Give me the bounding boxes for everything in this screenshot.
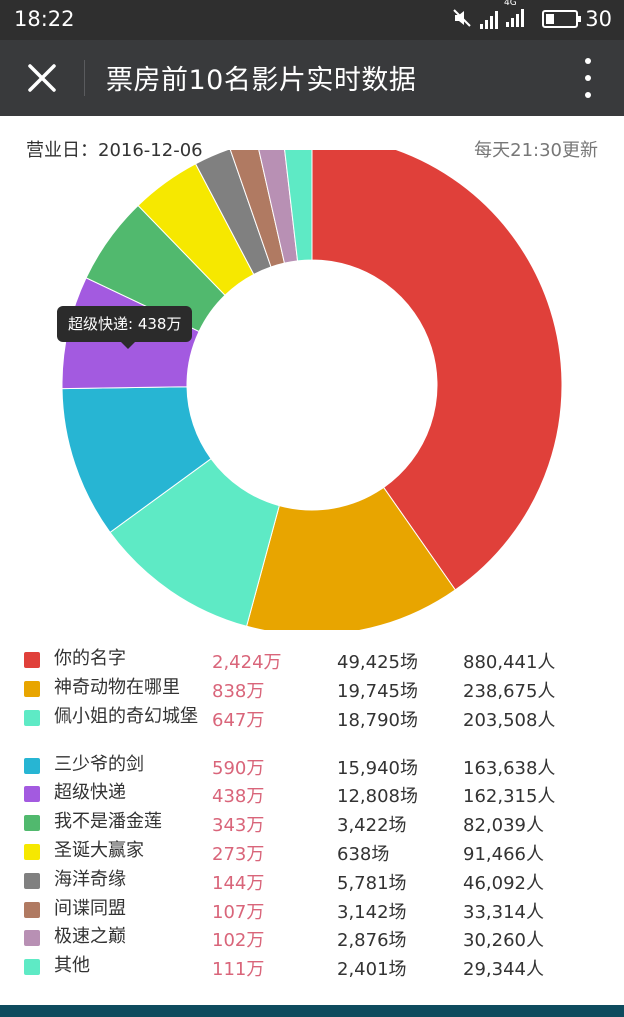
- table-row: 海洋奇缘 144万 5,781场 46,092人: [0, 867, 624, 896]
- header-row: 营业日：2016-12-06 每天21:30更新: [0, 116, 624, 161]
- legend-swatch: [24, 901, 40, 918]
- battery-icon: [542, 10, 581, 28]
- audience-count: 46,092人: [463, 872, 544, 894]
- table-row: 佩小姐的奇幻城堡 647万 18,790场 203,508人: [0, 704, 624, 752]
- movie-name: 佩小姐的奇幻城堡: [54, 705, 198, 727]
- legend-swatch: [24, 815, 40, 832]
- donut-slice-2[interactable]: [245, 486, 456, 630]
- table-row: 其他 111万 2,401场 29,344人: [0, 953, 624, 982]
- business-date: 营业日：2016-12-06: [26, 140, 203, 161]
- movie-name: 超级快递: [54, 782, 126, 804]
- box-office: 144万: [212, 872, 265, 894]
- box-office: 2,424万: [212, 652, 282, 673]
- show-count: 3,422场: [337, 815, 407, 837]
- signal-4g-icon: 4G: [504, 0, 524, 32]
- donut-slice-11[interactable]: [283, 150, 313, 262]
- legend-swatch: [24, 786, 40, 803]
- legend-swatch: [24, 959, 40, 976]
- box-office: 273万: [212, 843, 265, 865]
- show-count: 18,790场: [337, 709, 418, 731]
- movie-name: 圣诞大赢家: [54, 839, 144, 861]
- box-office: 590万: [212, 757, 265, 779]
- title-divider: [84, 60, 85, 96]
- legend-swatch: [24, 680, 40, 697]
- table-row: 你的名字 2,424万 49,425场 880,441人: [0, 646, 624, 675]
- legend-swatch: [24, 652, 40, 668]
- chart-tooltip: 超级快递: 438万: [57, 306, 193, 349]
- movie-name: 极速之巅: [54, 926, 126, 948]
- audience-count: 91,466人: [463, 843, 544, 865]
- box-office: 102万: [212, 930, 265, 952]
- bottom-bar: [0, 1005, 624, 1017]
- show-count: 3,142场: [337, 901, 407, 923]
- box-office: 647万: [212, 709, 265, 731]
- audience-count: 30,260人: [463, 930, 544, 952]
- movie-name: 你的名字: [54, 648, 126, 669]
- legend-swatch: [24, 930, 40, 947]
- show-count: 2,401场: [337, 959, 407, 981]
- show-count: 15,940场: [337, 757, 418, 779]
- status-icons: 4G: [452, 0, 524, 33]
- movie-name: 间谍同盟: [54, 897, 126, 919]
- table-row: 极速之巅 102万 2,876场 30,260人: [0, 924, 624, 953]
- table-row: 神奇动物在哪里 838万 19,745场 238,675人: [0, 675, 624, 704]
- box-office: 343万: [212, 815, 265, 837]
- box-office: 438万: [212, 786, 265, 808]
- mute-icon: [452, 8, 472, 33]
- close-icon: [28, 64, 56, 92]
- audience-count: 163,638人: [463, 757, 556, 779]
- box-office: 111万: [212, 959, 265, 981]
- table-row: 间谍同盟 107万 3,142场 33,314人: [0, 896, 624, 925]
- movie-name: 神奇动物在哪里: [54, 676, 180, 698]
- legend-swatch: [24, 872, 40, 889]
- page-title: 票房前10名影片实时数据: [106, 65, 417, 96]
- box-office-table: 你的名字 2,424万 49,425场 880,441人神奇动物在哪里 838万 19,7…: [0, 646, 624, 982]
- more-menu-button[interactable]: [578, 58, 598, 98]
- network-label: 4G: [504, 0, 517, 8]
- battery-level: 30: [585, 7, 612, 31]
- table-row: 圣诞大赢家 273万 638场 91,466人: [0, 838, 624, 867]
- show-count: 19,745场: [337, 680, 418, 702]
- title-bar: 票房前10名影片实时数据: [0, 40, 624, 116]
- status-bar: 18:22 4G 30: [0, 0, 624, 40]
- close-button[interactable]: [18, 54, 66, 102]
- movie-name: 三少爷的剑: [54, 753, 144, 775]
- show-count: 12,808场: [337, 786, 418, 808]
- audience-count: 880,441人: [463, 652, 556, 673]
- box-office: 107万: [212, 901, 265, 923]
- box-office-donut-chart[interactable]: [40, 150, 580, 630]
- movie-name: 其他: [54, 955, 90, 977]
- audience-count: 203,508人: [463, 709, 556, 731]
- audience-count: 29,344人: [463, 959, 544, 981]
- audience-count: 162,315人: [463, 786, 556, 808]
- donut-slice-1[interactable]: [311, 150, 563, 591]
- update-note: 每天21:30更新: [474, 140, 598, 161]
- show-count: 5,781场: [337, 872, 407, 894]
- table-row: 超级快递 438万 12,808场 162,315人: [0, 780, 624, 809]
- movie-name: 海洋奇缘: [54, 868, 126, 890]
- table-row: 我不是潘金莲 343万 3,422场 82,039人: [0, 809, 624, 838]
- show-count: 2,876场: [337, 930, 407, 952]
- box-office: 838万: [212, 680, 265, 702]
- audience-count: 33,314人: [463, 901, 544, 923]
- show-count: 638场: [337, 843, 390, 865]
- show-count: 49,425场: [337, 652, 418, 673]
- legend-swatch: [24, 709, 40, 726]
- table-row: 三少爷的剑 590万 15,940场 163,638人: [0, 752, 624, 781]
- legend-swatch: [24, 757, 40, 774]
- status-time: 18:22: [14, 7, 75, 31]
- signal-icon: [480, 11, 498, 29]
- movie-name: 我不是潘金莲: [54, 811, 162, 833]
- audience-count: 82,039人: [463, 815, 544, 837]
- legend-swatch: [24, 843, 40, 860]
- more-dots-icon: [585, 58, 591, 64]
- audience-count: 238,675人: [463, 680, 556, 702]
